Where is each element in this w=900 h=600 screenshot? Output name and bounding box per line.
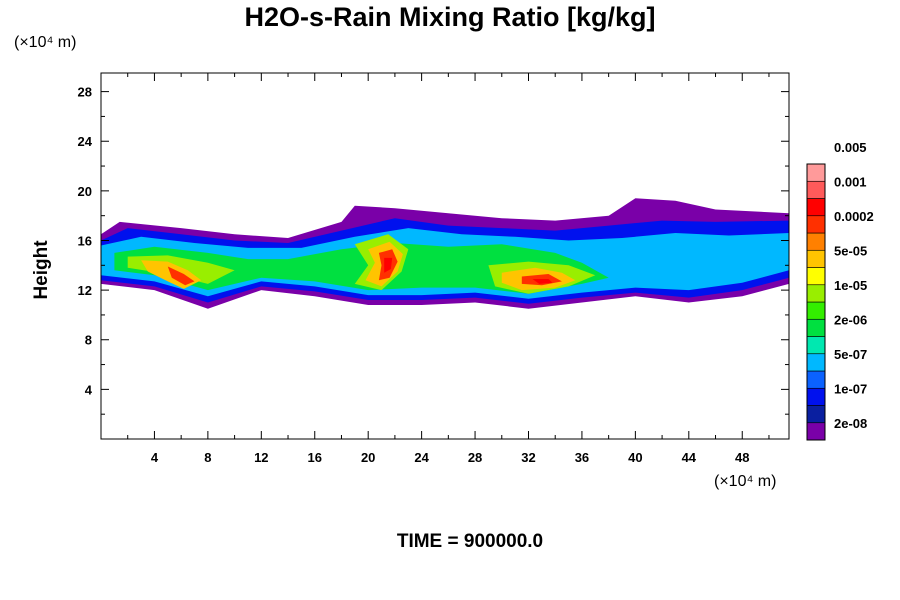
colorbar-swatch (806, 267, 826, 286)
colorbar: 2e-08 1e-07 5e-07 2e-06 1e-05 5e-05 0.0002 0.00… (806, 140, 874, 441)
time-label: TIME = 900000.0 (396, 531, 544, 552)
x-tick-label: 32 (521, 450, 535, 465)
colorbar-swatch (806, 405, 826, 424)
colorbar-label: 0.0002 (834, 209, 874, 224)
colorbar-swatch (806, 422, 826, 441)
colorbar-swatch (806, 370, 826, 389)
plot-frame (100, 72, 790, 440)
x-tick-label: 40 (628, 450, 642, 465)
y-tick-label: 20 (78, 184, 92, 199)
colorbar-swatch (806, 336, 826, 355)
colorbar-label: 5e-05 (834, 243, 867, 258)
x-tick-label: 28 (468, 450, 482, 465)
colorbar-swatch (806, 284, 826, 303)
y-tick-label: 24 (78, 134, 93, 149)
colorbar-label: 2e-08 (834, 416, 867, 431)
x-tick-label: 24 (414, 450, 429, 465)
y-tick-label: 4 (85, 382, 93, 397)
x-tick-label: 48 (735, 450, 749, 465)
x-tick-label: 20 (361, 450, 375, 465)
y-tick-label: 12 (78, 283, 92, 298)
contour-region-14 (532, 279, 553, 284)
colorbar-swatch (806, 180, 826, 199)
colorbar-label: 1e-05 (834, 278, 867, 293)
colorbar-label: 0.001 (834, 174, 867, 189)
colorbar-swatch (806, 387, 826, 406)
contour-region-13 (384, 257, 393, 273)
colorbar-label: 1e-07 (834, 381, 867, 396)
x-tick-label: 16 (308, 450, 322, 465)
y-tick-label: 8 (85, 333, 92, 348)
x-axis: 4 8 12 16 20 24 28 32 36 40 44 48 (127, 73, 770, 465)
colorbar-swatch (806, 232, 826, 251)
colorbar-swatch (806, 353, 826, 372)
colorbar-swatch (806, 215, 826, 234)
colorbar-swatch (806, 163, 826, 182)
y-tick-label: 28 (78, 85, 92, 100)
colorbar-swatch (806, 301, 826, 320)
contour-region-3 (114, 243, 609, 294)
colorbar-label: 2e-06 (834, 312, 867, 327)
x-axis-unit: (×10⁴ m) (714, 473, 777, 490)
chart-title: H2O-s-Rain Mixing Ratio [kg/kg] (244, 2, 656, 32)
y-axis-unit: (×10⁴ m) (14, 34, 77, 51)
contour-region-10 (167, 266, 195, 286)
x-tick-label: 8 (204, 450, 211, 465)
x-tick-label: 44 (682, 450, 697, 465)
colorbar-swatch (806, 318, 826, 337)
x-tick-label: 36 (575, 450, 589, 465)
x-tick-label: 12 (254, 450, 268, 465)
x-tick-label: 4 (151, 450, 159, 465)
colorbar-label: 5e-07 (834, 347, 867, 362)
y-tick-label: 16 (78, 233, 92, 248)
plot-area (101, 198, 789, 309)
y-axis: 4 8 12 16 20 24 28 (78, 85, 789, 415)
colorbar-label: 0.005 (834, 140, 867, 155)
colorbar-swatch (806, 249, 826, 268)
colorbar-swatch (806, 198, 826, 217)
